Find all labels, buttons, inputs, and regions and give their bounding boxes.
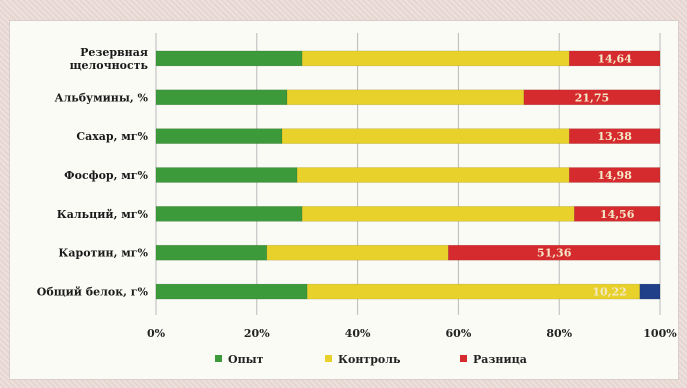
bar-segment [568,167,661,183]
category-label: Общий белок, г% [37,286,149,299]
bar-segment [306,283,641,300]
legend-swatch [215,355,222,362]
category-label: Каротин, мг% [58,247,148,260]
bar-segment [155,167,298,183]
bar-segment [301,50,570,67]
bar-segment [301,206,575,222]
category-label: Сахар, мг% [76,130,148,143]
category-label: Кальций, мг% [57,208,149,221]
data-label: 13,38 [597,130,632,143]
chart-panel: 0% 20% 40% 60% 80% 100% Резервная щелочность 14,… [9,20,679,380]
data-label: 51,36 [537,247,572,260]
legend-label: Опыт [228,353,264,366]
data-label: 14,64 [597,52,632,65]
legend-label: Контроль [338,353,401,366]
bar-segment [296,167,570,183]
bar-segment [155,206,303,222]
bar-segment [155,128,283,144]
legend-swatch [325,355,332,362]
legend-swatch [460,355,467,362]
bar-segment [281,128,570,144]
bar-segment [568,128,661,144]
category-label: Альбумины, % [55,91,149,104]
bar-segment [155,244,268,261]
bar-segment [155,283,308,300]
category-label: Резервная [80,46,148,59]
data-label: 14,98 [597,169,632,182]
legend-label: Разница [473,353,527,366]
bar-segment [639,283,661,300]
bar-segment [286,89,525,106]
data-label: 14,56 [600,208,635,221]
x-tick-label: 60% [446,327,472,340]
x-tick-label: 20% [244,327,270,340]
x-tick-label: 100% [643,327,677,340]
bar-segment [266,244,449,261]
bar-segment [448,244,661,261]
x-tick-label: 0% [147,327,166,340]
data-label: 21,75 [575,91,609,104]
x-tick-label: 80% [546,327,572,340]
bar-segment [523,89,661,106]
x-tick-label: 40% [345,327,371,340]
bar-segment [155,89,288,106]
category-label: щелочность [70,59,149,72]
bar-segment [574,206,661,222]
bar-segment [568,50,661,67]
bar-segment [155,50,303,67]
category-label: Фосфор, мг% [64,169,148,182]
data-label: 10,22 [592,286,626,299]
